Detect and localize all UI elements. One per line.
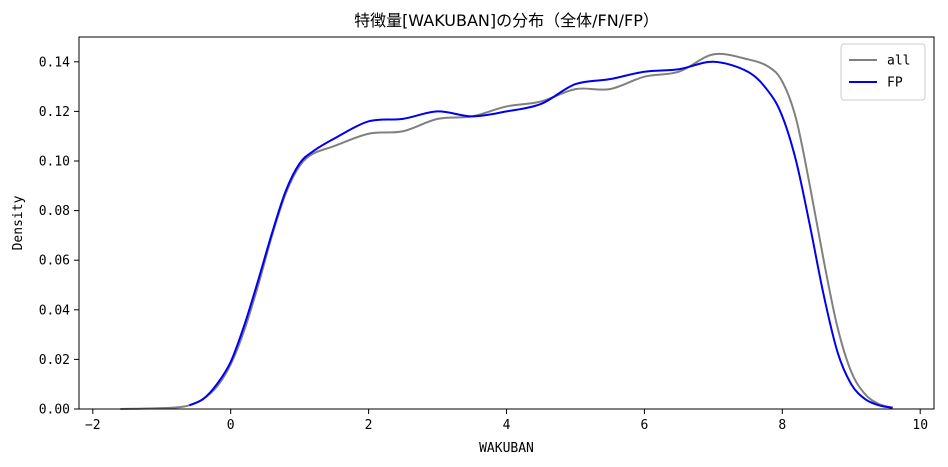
x-tick-label: 8 xyxy=(778,418,786,433)
plot-frame xyxy=(78,36,935,410)
y-tick-label: 0.00 xyxy=(39,403,70,418)
y-tick-label: 0.14 xyxy=(39,55,70,70)
legend: all FP xyxy=(840,43,926,101)
x-tick-label: −2 xyxy=(85,418,101,433)
y-tick-label: 0.08 xyxy=(39,204,70,219)
x-axis-label: WAKUBAN xyxy=(479,441,534,456)
y-axis-label: Density xyxy=(11,195,26,250)
x-tick-label: 0 xyxy=(227,418,235,433)
y-tick-label: 0.10 xyxy=(39,155,70,170)
x-tick-label: 10 xyxy=(912,418,928,433)
series-layer xyxy=(120,52,893,410)
x-tick-label: 2 xyxy=(365,418,373,433)
y-tick-label: 0.04 xyxy=(39,303,70,318)
x-tick-label: 4 xyxy=(503,418,511,433)
legend-box xyxy=(840,43,926,101)
chart-title: 特徴量[WAKUBAN]の分布（全体/FN/FP） xyxy=(354,11,659,30)
legend-label-all: all xyxy=(887,54,910,69)
legend-label-fp: FP xyxy=(887,76,903,91)
series-line-all xyxy=(120,52,893,410)
y-tick-label: 0.12 xyxy=(39,105,70,120)
y-tick-label: 0.06 xyxy=(39,254,70,269)
y-tick-label: 0.02 xyxy=(39,353,70,368)
axes-layer: −2 0 2 4 6 8 10 0.00 0.02 0.04 0.06 0.08 0.10 0.12 0.1… xyxy=(39,36,935,433)
x-tick-label: 6 xyxy=(640,418,648,433)
series-line-fp xyxy=(188,60,893,409)
